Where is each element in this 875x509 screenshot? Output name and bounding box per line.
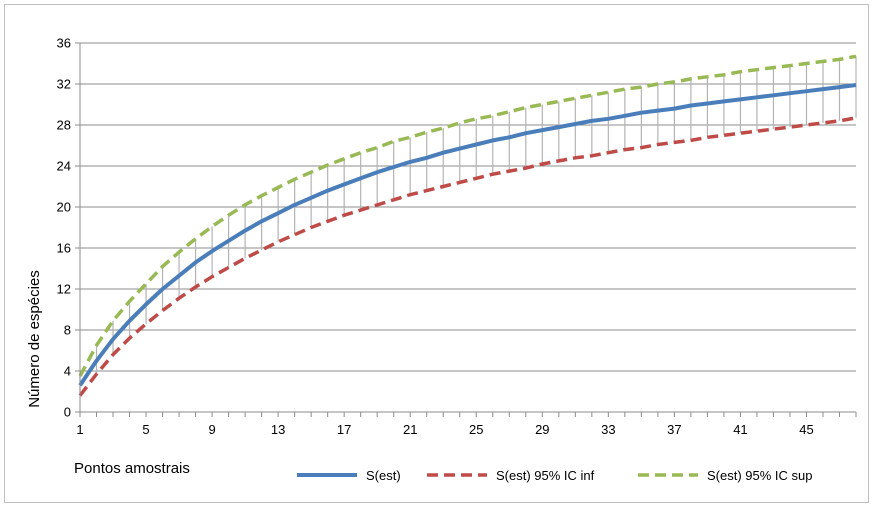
y-tick-label: 16: [57, 241, 71, 256]
confidence-interval-bars: [79, 56, 857, 396]
x-tick-label: 41: [733, 422, 747, 437]
axes: [75, 42, 857, 417]
y-tick-label: 0: [64, 405, 71, 420]
y-tick-label: 28: [57, 118, 71, 133]
series-line-0: [78, 83, 857, 387]
chart-frame: 0 4 8 12 16 20 24 28 32 36 1 5 9 13 17 21 25 29 33 37 41 45 …: [4, 4, 869, 503]
series-line-2: [78, 54, 857, 377]
y-tick-label: 32: [57, 77, 71, 92]
x-tick-label: 5: [142, 422, 149, 437]
x-tick-label: 13: [271, 422, 285, 437]
x-tick-label: 21: [403, 422, 417, 437]
y-tick-label: 20: [57, 200, 71, 215]
legend-label-2: S(est) 95% IC sup: [707, 468, 813, 483]
x-tick-label: 45: [799, 422, 813, 437]
series-line-1: [78, 116, 857, 397]
y-tick-label: 36: [57, 36, 71, 51]
series-lines: [78, 54, 857, 397]
legend-label-0: S(est): [366, 468, 401, 483]
x-tick-label: 17: [337, 422, 351, 437]
legend-label-1: S(est) 95% IC inf: [496, 468, 595, 483]
y-tick-label: 8: [64, 323, 71, 338]
x-tick-label: 37: [667, 422, 681, 437]
x-tick-label: 9: [208, 422, 215, 437]
x-axis-title: Pontos amostrais: [74, 460, 190, 477]
x-tick-label: 1: [76, 422, 83, 437]
x-tick-label: 25: [469, 422, 483, 437]
y-tick-labels: 0 4 8 12 16 20 24 28 32 36: [57, 36, 71, 420]
x-tick-label: 33: [601, 422, 615, 437]
y-tick-label: 4: [64, 364, 71, 379]
y-tick-label: 12: [57, 282, 71, 297]
y-axis-title: Número de espécies: [26, 270, 43, 408]
legend: S(est) S(est) 95% IC inf S(est) 95% IC sup: [297, 468, 813, 483]
x-tick-label: 29: [535, 422, 549, 437]
grid-lines: [80, 42, 856, 372]
x-tick-labels: 1 5 9 13 17 21 25 29 33 37 41 45: [76, 422, 813, 437]
y-tick-label: 24: [57, 159, 71, 174]
